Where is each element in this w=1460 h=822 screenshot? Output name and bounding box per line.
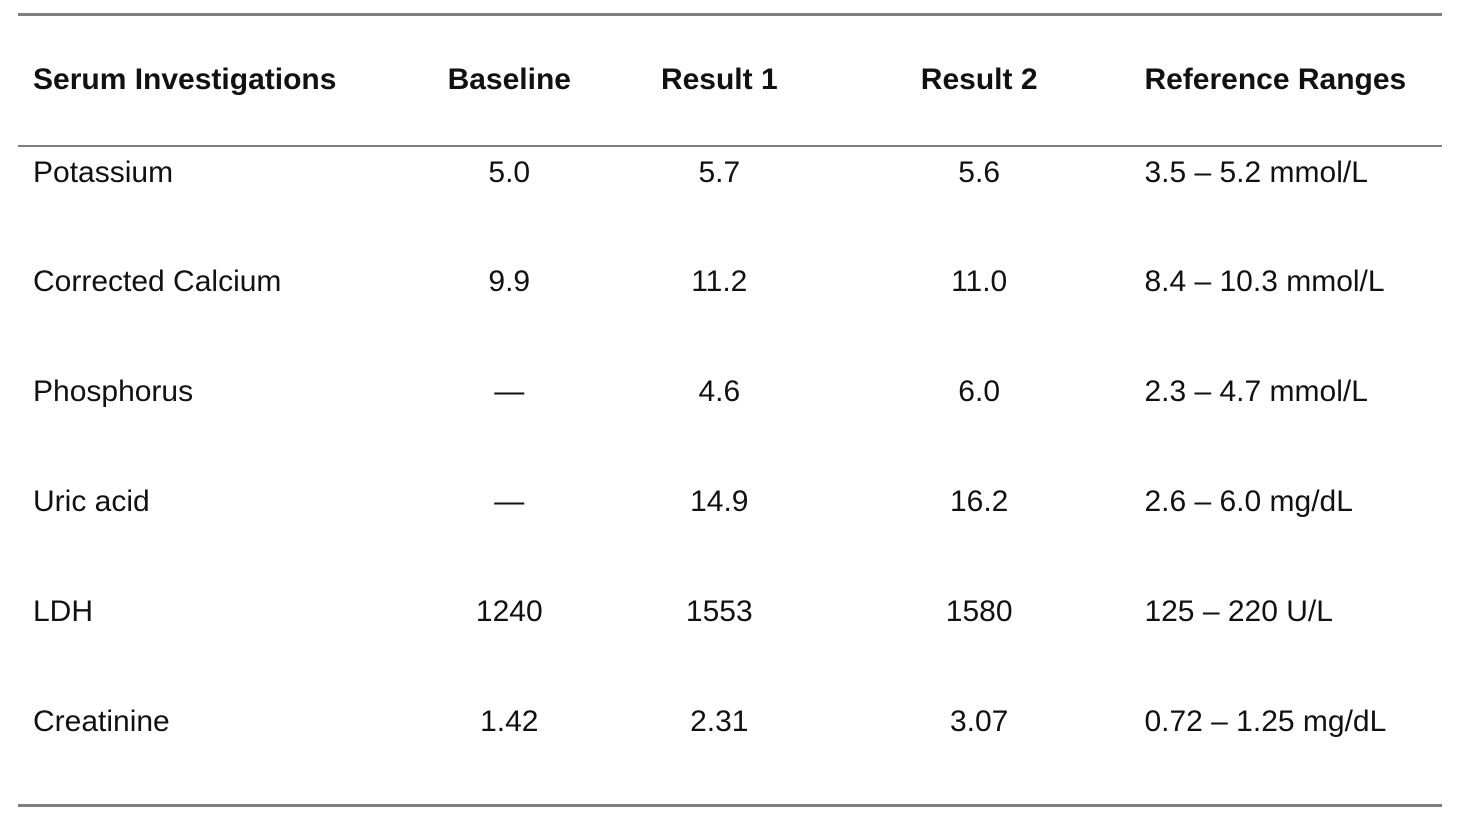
table-row-potassium: Potassium 5.0 5.7 5.6 3.5 – 5.2 mmol/L (18, 146, 1442, 256)
result-1-value: 2.31 (690, 704, 749, 738)
investigation-name: Uric acid (33, 484, 150, 518)
investigation-name: Corrected Calcium (33, 264, 282, 298)
baseline-value: 1240 (475, 594, 543, 628)
result-1-value: 11.2 (691, 264, 748, 298)
result-2-value: 5.6 (958, 155, 1001, 189)
table-row-uric-acid: Uric acid — 14.9 16.2 2.6 – 6.0 mg/dL (18, 476, 1442, 586)
result-1-value: 4.6 (698, 374, 741, 408)
column-header-result-2: Result 2 (843, 14, 1115, 147)
result-1-value: 14.9 (690, 484, 749, 518)
header-row: Serum Investigations Baseline Result 1 R… (18, 14, 1442, 147)
table-row-creatinine: Creatinine 1.42 2.31 3.07 0.72 – 1.25 mg… (18, 696, 1442, 806)
reference-range: 0.72 – 1.25 mg/dL (1144, 704, 1387, 738)
table-row-phosphorus: Phosphorus — 4.6 6.0 2.3 – 4.7 mmol/L (18, 366, 1442, 476)
investigation-name: Creatinine (33, 704, 170, 738)
baseline-value: — (494, 484, 525, 518)
reference-range: 2.6 – 6.0 mg/dL (1144, 484, 1353, 518)
baseline-value: 9.9 (488, 264, 531, 298)
reference-range: 8.4 – 10.3 mmol/L (1144, 264, 1385, 298)
table-row-ldh: LDH 1240 1553 1580 125 – 220 U/L (18, 586, 1442, 696)
result-2-value: 6.0 (958, 374, 1001, 408)
column-header-reference-ranges: Reference Ranges (1114, 14, 1442, 147)
serum-investigations-table: Serum Investigations Baseline Result 1 R… (18, 13, 1442, 807)
result-2-value: 16.2 (949, 484, 1009, 518)
result-2-value: 11.0 (951, 264, 1008, 298)
investigation-name: LDH (33, 594, 94, 628)
investigation-name: Phosphorus (33, 374, 194, 408)
reference-range: 3.5 – 5.2 mmol/L (1144, 155, 1368, 189)
column-header-result-1: Result 1 (594, 14, 844, 147)
reference-range: 2.3 – 4.7 mmol/L (1144, 374, 1368, 408)
table-row-corrected-calcium: Corrected Calcium 9.9 11.2 11.0 8.4 – 10… (18, 256, 1442, 366)
result-1-value: 1553 (685, 594, 753, 628)
result-2-value: 3.07 (949, 704, 1009, 738)
baseline-value: 5.0 (488, 155, 531, 189)
reference-range: 125 – 220 U/L (1144, 594, 1333, 628)
baseline-value: — (494, 374, 525, 408)
result-1-value: 5.7 (698, 155, 741, 189)
column-header-baseline: Baseline (423, 14, 595, 147)
result-2-value: 1580 (945, 594, 1013, 628)
investigation-name: Potassium (33, 155, 174, 189)
baseline-value: 1.42 (480, 704, 539, 738)
column-header-serum-investigations: Serum Investigations (18, 14, 424, 147)
